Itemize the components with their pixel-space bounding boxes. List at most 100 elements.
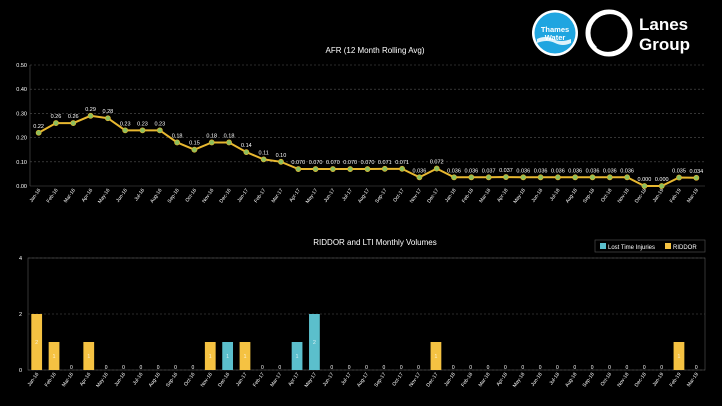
riddor-lti-x-tick-label: Dec-16 [217, 372, 231, 389]
afr-x-tick-label: Apr-16 [81, 188, 95, 204]
afr-x-tick-label: Dec-17 [426, 188, 440, 205]
afr-point [624, 174, 631, 181]
afr-gridlines [29, 64, 705, 187]
zero-label: 0 [417, 365, 420, 371]
zero-label: 0 [660, 365, 663, 371]
zero-label: 0 [330, 365, 333, 371]
afr-y-tick-label: 0.10 [16, 160, 27, 166]
afr-data-label: 0.14 [241, 143, 252, 149]
riddor-bar [673, 342, 685, 370]
zero-label: 0 [573, 365, 576, 371]
riddor-lti-x-tick-label: Aug-16 [148, 372, 162, 389]
zero-label: 0 [122, 365, 125, 371]
afr-point [589, 174, 596, 181]
afr-y-tick-label: 0.20 [16, 136, 27, 142]
riddor-bar-label: 1 [209, 354, 212, 360]
zero-label: 0 [556, 365, 559, 371]
riddor-lti-x-tick-label: May-16 [95, 372, 110, 389]
afr-series-line [35, 112, 700, 189]
afr-x-tick-label: Nov-17 [409, 188, 423, 205]
lti-bar-label: 2 [313, 340, 316, 346]
zero-label: 0 [469, 365, 472, 371]
riddor-lti-x-tick-label: Feb-17 [252, 372, 266, 389]
riddor-bar-label: 2 [35, 340, 38, 346]
afr-point [329, 166, 336, 172]
lti-bar [222, 342, 234, 370]
lti-bar [291, 342, 303, 370]
zero-label: 0 [625, 365, 628, 371]
afr-x-tick-label: Nov-18 [617, 188, 631, 205]
afr-point [139, 127, 146, 134]
riddor-lti-y-tick-label: 2 [19, 312, 22, 318]
zero-label: 0 [487, 365, 490, 371]
afr-data-label: 0.070 [361, 160, 375, 166]
afr-x-tick-label: Apr-17 [288, 188, 302, 204]
afr-point [53, 120, 59, 126]
afr-point [537, 174, 544, 181]
riddor-bar [48, 342, 60, 370]
afr-data-label: 0.000 [638, 177, 652, 183]
afr-data-label: 0.28 [103, 109, 114, 115]
afr-data-label: 0.26 [51, 114, 62, 120]
afr-x-tick-label: Dec-16 [219, 188, 233, 205]
afr-point [416, 174, 423, 181]
zero-label: 0 [157, 365, 160, 371]
riddor-lti-x-tick-label: Aug-17 [356, 372, 370, 389]
lti-bar [309, 314, 320, 370]
afr-point [606, 174, 613, 181]
afr-point [554, 174, 561, 181]
afr-point [433, 165, 440, 172]
afr-point [693, 174, 700, 181]
zero-label: 0 [643, 365, 646, 371]
afr-point [87, 112, 94, 119]
afr-point [451, 174, 457, 181]
legend-swatch-riddor [665, 243, 671, 249]
riddor-lti-x-tick-label: Mar-17 [269, 372, 283, 389]
afr-x-tick-label: Jan-18 [444, 188, 458, 204]
afr-point [399, 165, 406, 172]
zero-label: 0 [608, 365, 611, 371]
zero-label: 0 [382, 365, 385, 371]
thames-water-logo-text: Thames Water [541, 25, 569, 42]
riddor-lti-x-tick-label: Oct-16 [183, 372, 197, 388]
afr-point [381, 165, 388, 172]
afr-data-label: 0.070 [343, 160, 357, 166]
afr-x-tick-label: May-18 [512, 188, 527, 205]
riddor-lti-x-tick-label: Nov-18 [616, 372, 630, 389]
riddor-lti-x-tick-label: Jun-16 [113, 372, 127, 388]
riddor-lti-x-tick-label: Jul-17 [340, 372, 353, 387]
zero-label: 0 [504, 365, 507, 371]
riddor-lti-x-tick-label: Feb-19 [669, 372, 683, 389]
afr-x-tick-label: Feb-18 [461, 188, 475, 205]
afr-chart-title: AFR (12 Month Rolling Avg) [325, 46, 424, 55]
legend-label-riddor: RIDDOR [673, 245, 697, 251]
afr-point [156, 127, 163, 134]
afr-x-axis: Jan-16 Feb-16 Mar-16 Apr-16 May-16 Jun-16 Jul-… [29, 188, 701, 205]
afr-x-tick-label: Jul-17 [341, 188, 354, 203]
afr-data-label: 0.18 [206, 133, 217, 139]
riddor-lti-x-tick-label: May-18 [512, 372, 527, 389]
afr-point [312, 166, 319, 172]
afr-x-tick-label: Sep-17 [374, 188, 388, 205]
afr-data-label: 0.15 [189, 141, 200, 147]
afr-point [520, 174, 527, 181]
afr-point [572, 174, 579, 181]
afr-data-label: 0.26 [68, 114, 79, 120]
afr-y-axis: 0.00 0.10 0.20 0.30 0.40 0.50 [16, 63, 27, 190]
riddor-bar [430, 342, 442, 370]
afr-x-tick-label: Feb-19 [669, 188, 683, 205]
afr-data-label: 0.23 [154, 121, 165, 127]
afr-data-label: 0.036 [551, 168, 565, 174]
afr-data-label: 0.036 [413, 168, 427, 174]
riddor-lti-x-tick-label: Dec-18 [634, 372, 648, 389]
riddor-lti-legend: Lost Time Injuries RIDDOR [594, 239, 706, 253]
afr-x-tick-label: Jan-16 [29, 188, 43, 204]
riddor-lti-chart: RIDDOR and LTI Monthly Volumes Lost Time… [19, 238, 706, 389]
riddor-bar [239, 342, 251, 370]
riddor-lti-x-tick-label: Oct-17 [391, 372, 405, 388]
afr-point [295, 166, 302, 172]
afr-x-tick-label: Sep-18 [582, 188, 596, 205]
riddor-lti-x-tick-label: May-17 [304, 372, 319, 389]
afr-x-tick-label: Apr-18 [496, 188, 510, 204]
riddor-lti-x-tick-label: Apr-17 [287, 372, 301, 388]
